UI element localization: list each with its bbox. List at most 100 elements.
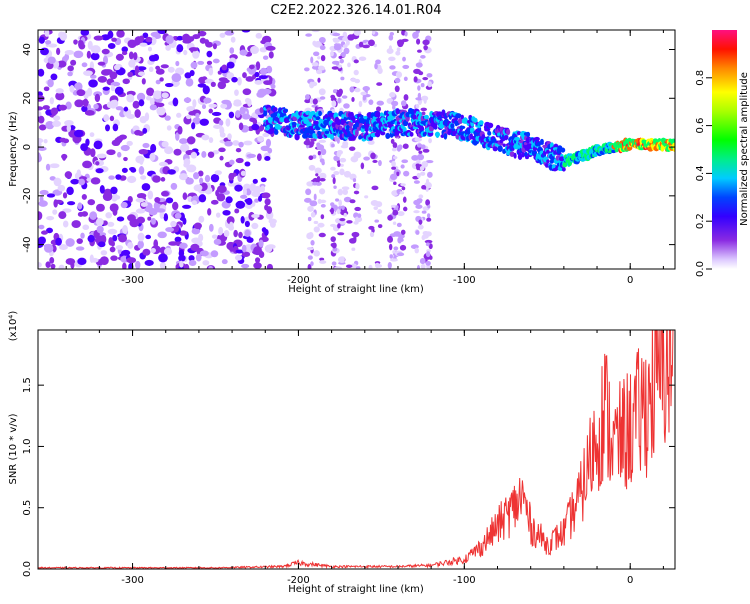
heatmap-cell xyxy=(425,260,431,266)
colorbar-gradient xyxy=(712,30,737,269)
heatmap-cell xyxy=(394,77,401,84)
heatmap-cell xyxy=(58,211,67,220)
heatmap-cell xyxy=(426,217,432,222)
x-tick-label: -100 xyxy=(453,275,476,286)
heatmap-cell xyxy=(224,140,233,147)
heatmap-cell xyxy=(368,225,375,230)
heatmap-cell xyxy=(134,129,142,136)
heatmap-cell xyxy=(57,60,67,68)
heatmap-cell xyxy=(99,185,105,194)
heatmap-cell xyxy=(331,143,335,148)
heatmap-cell xyxy=(310,240,315,246)
heatmap-cell xyxy=(95,203,105,212)
spectrogram-y-ticks: -40 -20 0 20 40 xyxy=(22,43,675,253)
heatmap-cell xyxy=(174,212,182,220)
heatmap-cell xyxy=(264,198,271,206)
heatmap-cell xyxy=(403,206,408,212)
heatmap-cell xyxy=(318,37,326,44)
heatmap-cell xyxy=(310,138,317,142)
heatmap-cell xyxy=(244,161,251,167)
heatmap-cell xyxy=(562,162,568,168)
heatmap-cell xyxy=(266,263,273,269)
heatmap-cell xyxy=(367,140,375,145)
heatmap-cell xyxy=(269,220,276,228)
heatmap-cell xyxy=(403,76,408,82)
heatmap-cell xyxy=(218,147,226,153)
heatmap-cell xyxy=(142,127,148,134)
heatmap-cell xyxy=(443,133,448,140)
heatmap-cell xyxy=(65,101,72,110)
spectrogram-heatmap xyxy=(38,30,675,269)
heatmap-cell xyxy=(71,220,81,228)
y-tick-label: -40 xyxy=(22,236,33,252)
heatmap-cell xyxy=(149,152,156,161)
heatmap-cell xyxy=(391,166,397,170)
heatmap-cell xyxy=(329,133,334,140)
heatmap-cell xyxy=(395,71,403,78)
heatmap-cell xyxy=(150,217,156,225)
heatmap-cell xyxy=(55,91,65,101)
heatmap-cell xyxy=(433,123,438,129)
heatmap-cell xyxy=(349,199,356,204)
heatmap-cell xyxy=(113,64,121,71)
heatmap-cell xyxy=(411,155,419,161)
heatmap-cell xyxy=(160,64,169,69)
heatmap-cell xyxy=(188,111,197,116)
heatmap-cell xyxy=(402,143,409,149)
heatmap-cell xyxy=(272,107,278,112)
heatmap-cell xyxy=(95,168,104,174)
heatmap-cell xyxy=(50,263,56,269)
heatmap-cell xyxy=(319,257,325,261)
heatmap-cell xyxy=(111,99,119,108)
heatmap-cell xyxy=(74,99,84,108)
heatmap-cell xyxy=(155,79,161,85)
heatmap-cell xyxy=(216,185,227,194)
heatmap-cell xyxy=(101,48,110,55)
heatmap-cell xyxy=(261,88,272,95)
heatmap-cell xyxy=(179,143,190,153)
heatmap-cell xyxy=(347,34,355,41)
heatmap-cell xyxy=(221,99,231,105)
heatmap-cell xyxy=(115,245,124,250)
heatmap-cell xyxy=(109,246,116,253)
heatmap-cell xyxy=(517,153,523,160)
heatmap-cell xyxy=(337,223,341,229)
heatmap-cell xyxy=(121,51,128,56)
heatmap-cell xyxy=(90,45,101,54)
heatmap-cell xyxy=(373,206,379,210)
heatmap-cell xyxy=(38,236,46,245)
heatmap-cell xyxy=(318,110,322,117)
heatmap-cell xyxy=(38,142,42,147)
snr-y-multiplier: (x10⁴) xyxy=(8,311,19,342)
heatmap-cell xyxy=(208,137,214,143)
heatmap-cell xyxy=(112,234,118,242)
heatmap-cell xyxy=(420,54,426,59)
heatmap-cell xyxy=(521,151,525,158)
heatmap-cell xyxy=(254,71,260,78)
heatmap-cell xyxy=(212,43,217,50)
heatmap-cell xyxy=(255,61,261,71)
heatmap-cell xyxy=(513,152,517,159)
heatmap-cell xyxy=(165,45,171,51)
heatmap-cell xyxy=(244,97,251,104)
heatmap-cell xyxy=(254,257,261,264)
heatmap-cell xyxy=(305,188,312,196)
heatmap-cell xyxy=(372,159,378,163)
heatmap-cell xyxy=(368,264,373,269)
snr-x-label: Height of straight line (km) xyxy=(288,584,424,595)
heatmap-cell xyxy=(208,265,214,269)
heatmap-cell xyxy=(89,254,94,263)
heatmap-cell xyxy=(191,227,201,235)
heatmap-cell xyxy=(127,71,134,78)
heatmap-cell xyxy=(175,60,180,67)
heatmap-cell xyxy=(242,88,252,96)
heatmap-cell xyxy=(107,228,118,235)
heatmap-cell xyxy=(358,56,367,61)
heatmap-cell xyxy=(182,204,192,209)
heatmap-cell xyxy=(47,78,54,88)
heatmap-cell xyxy=(392,250,396,254)
heatmap-cell xyxy=(392,209,399,216)
heatmap-cell xyxy=(402,64,410,69)
heatmap-cell xyxy=(54,199,63,204)
